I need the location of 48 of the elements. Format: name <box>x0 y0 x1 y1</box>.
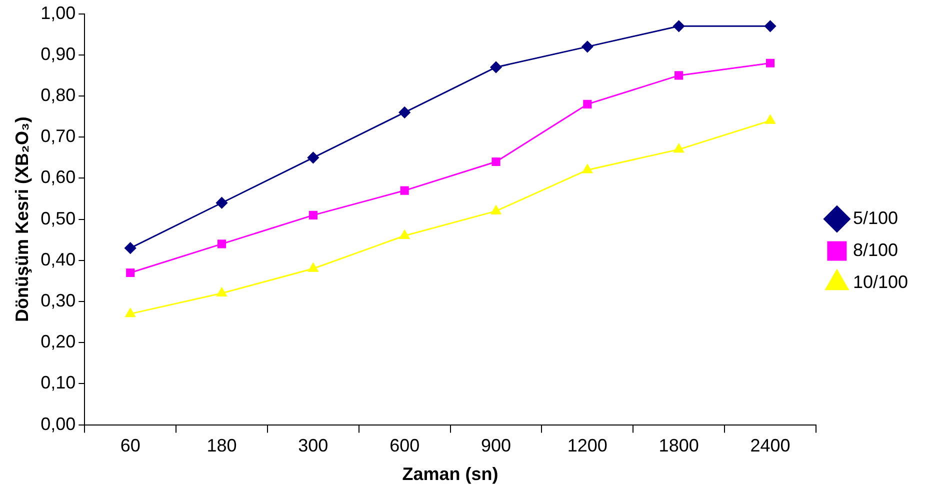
point <box>216 197 228 209</box>
point <box>492 157 500 166</box>
legend-label: 8/100 <box>852 240 898 260</box>
point <box>125 308 136 318</box>
x-tick-label: 1200 <box>567 436 608 456</box>
y-tick-label: 0,90 <box>40 44 76 64</box>
y-tick-label: 0,30 <box>40 290 76 310</box>
x-tick-label: 900 <box>480 436 512 456</box>
point <box>307 152 319 164</box>
legend-label: 10/100 <box>852 272 908 292</box>
x-tick-label: 600 <box>390 436 420 456</box>
point <box>400 230 410 239</box>
point <box>400 186 409 195</box>
y-tick-label: 0,20 <box>40 332 76 352</box>
legend-label: 5/100 <box>852 208 898 228</box>
point <box>582 164 592 174</box>
y-tick-label: 0,60 <box>40 167 76 188</box>
y-tick-label: 0,50 <box>40 208 76 228</box>
x-axis-title: Zaman (sn) <box>402 464 498 484</box>
point <box>217 240 226 248</box>
x-tick-label: 60 <box>120 436 140 456</box>
point <box>582 40 594 52</box>
point <box>673 20 685 32</box>
y-tick-label: 0,10 <box>40 372 76 393</box>
point <box>674 71 684 80</box>
y-tick-label: 1,00 <box>40 2 76 23</box>
x-tick-label: 180 <box>206 436 237 456</box>
y-tick-label: 0,00 <box>40 414 76 434</box>
x-tick-label: 300 <box>298 436 328 456</box>
point <box>764 20 776 32</box>
point <box>124 242 136 254</box>
y-axis-title: Dönüşüm Kesri (XB₂O₃) <box>12 116 32 322</box>
point <box>765 114 776 124</box>
point <box>398 106 410 118</box>
point <box>490 205 502 214</box>
x-tick-label: 2400 <box>750 436 790 456</box>
point <box>308 262 318 272</box>
point <box>583 100 592 109</box>
point <box>674 144 684 153</box>
point <box>308 210 318 220</box>
point <box>216 288 227 297</box>
y-tick-label: 0,40 <box>40 249 76 270</box>
point <box>766 58 775 68</box>
point <box>490 61 502 73</box>
y-tick-label: 0,70 <box>40 126 76 146</box>
y-tick-label: 0,80 <box>40 84 76 105</box>
point <box>126 268 135 278</box>
x-tick-label: 1800 <box>658 436 699 456</box>
